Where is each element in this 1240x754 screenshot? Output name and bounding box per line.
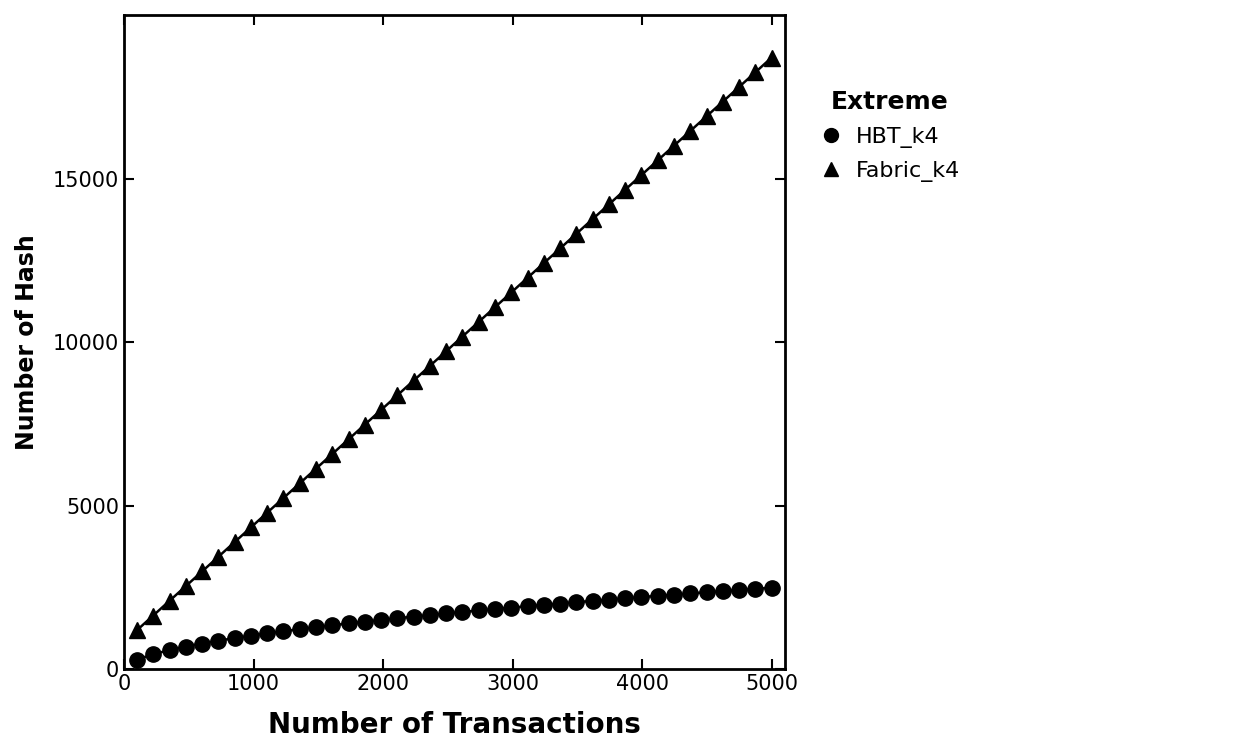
Extreme
HBT_k4 [259, 629, 274, 638]
Extreme
HBT_k4 [357, 617, 372, 626]
Fabric_k4 [471, 317, 486, 326]
Extreme
HBT_k4 [455, 608, 470, 617]
Extreme
HBT_k4 [277, 627, 291, 636]
Extreme
HBT_k4 [423, 611, 438, 620]
Fabric_k4 [699, 112, 714, 121]
Fabric_k4 [537, 259, 552, 268]
Legend: HBT_k4, Fabric_k4: HBT_k4, Fabric_k4 [808, 78, 971, 193]
Fabric_k4 [293, 479, 308, 488]
Fabric_k4 [439, 347, 454, 356]
Extreme
HBT_k4 [732, 585, 746, 594]
Extreme
HBT_k4 [487, 605, 502, 614]
Fabric_k4 [195, 567, 210, 576]
Extreme
HBT_k4 [764, 583, 779, 592]
Extreme
HBT_k4 [146, 650, 161, 659]
Extreme
HBT_k4 [471, 606, 486, 615]
Extreme
HBT_k4 [439, 609, 454, 618]
Fabric_k4 [715, 97, 730, 106]
Fabric_k4 [146, 611, 161, 620]
Fabric_k4 [243, 523, 258, 532]
Line: Fabric_k4: Fabric_k4 [129, 50, 779, 638]
Fabric_k4 [325, 449, 340, 458]
Extreme
HBT_k4 [520, 602, 534, 611]
Fabric_k4 [683, 127, 698, 136]
Fabric_k4 [618, 185, 632, 195]
Fabric_k4 [487, 302, 502, 311]
Fabric_k4 [129, 626, 144, 635]
Fabric_k4 [211, 552, 226, 561]
Extreme
HBT_k4 [748, 584, 763, 593]
Fabric_k4 [423, 361, 438, 370]
Fabric_k4 [732, 82, 746, 91]
Extreme
HBT_k4 [715, 587, 730, 596]
Fabric_k4 [227, 538, 242, 547]
Fabric_k4 [309, 464, 324, 474]
Fabric_k4 [455, 332, 470, 341]
Extreme
HBT_k4 [211, 636, 226, 645]
Fabric_k4 [162, 596, 177, 605]
Extreme
HBT_k4 [293, 624, 308, 633]
Fabric_k4 [341, 435, 356, 444]
Fabric_k4 [601, 200, 616, 209]
Fabric_k4 [650, 156, 665, 165]
Extreme
HBT_k4 [325, 621, 340, 630]
Extreme
HBT_k4 [129, 655, 144, 664]
Fabric_k4 [634, 170, 649, 179]
Extreme
HBT_k4 [389, 614, 404, 623]
Fabric_k4 [373, 406, 388, 415]
Extreme
HBT_k4 [699, 588, 714, 597]
X-axis label: Number of Transactions: Number of Transactions [268, 711, 641, 739]
Fabric_k4 [259, 508, 274, 517]
Fabric_k4 [667, 141, 682, 150]
Extreme
HBT_k4 [373, 615, 388, 624]
Fabric_k4 [407, 376, 422, 385]
Extreme
HBT_k4 [585, 596, 600, 605]
Extreme
HBT_k4 [667, 590, 682, 599]
Extreme
HBT_k4 [569, 598, 584, 607]
Fabric_k4 [553, 244, 568, 253]
Extreme
HBT_k4 [162, 645, 177, 654]
Extreme
HBT_k4 [618, 594, 632, 603]
Fabric_k4 [585, 215, 600, 224]
Fabric_k4 [520, 273, 534, 282]
Fabric_k4 [748, 68, 763, 77]
Extreme
HBT_k4 [407, 612, 422, 621]
Extreme
HBT_k4 [634, 593, 649, 602]
Fabric_k4 [764, 53, 779, 62]
Extreme
HBT_k4 [179, 642, 193, 651]
Fabric_k4 [179, 581, 193, 590]
Line: Extreme
HBT_k4: Extreme HBT_k4 [129, 580, 779, 667]
Extreme
HBT_k4 [553, 599, 568, 608]
Extreme
HBT_k4 [537, 600, 552, 609]
Extreme
HBT_k4 [601, 595, 616, 604]
Fabric_k4 [357, 420, 372, 429]
Y-axis label: Number of Hash: Number of Hash [15, 234, 38, 450]
Fabric_k4 [503, 288, 518, 297]
Fabric_k4 [389, 391, 404, 400]
Extreme
HBT_k4 [309, 623, 324, 632]
Extreme
HBT_k4 [341, 619, 356, 628]
Fabric_k4 [277, 494, 291, 503]
Extreme
HBT_k4 [683, 589, 698, 598]
Fabric_k4 [569, 229, 584, 238]
Extreme
HBT_k4 [650, 591, 665, 600]
Extreme
HBT_k4 [227, 633, 242, 642]
Extreme
HBT_k4 [195, 639, 210, 648]
Extreme
HBT_k4 [243, 631, 258, 640]
Extreme
HBT_k4 [503, 603, 518, 612]
